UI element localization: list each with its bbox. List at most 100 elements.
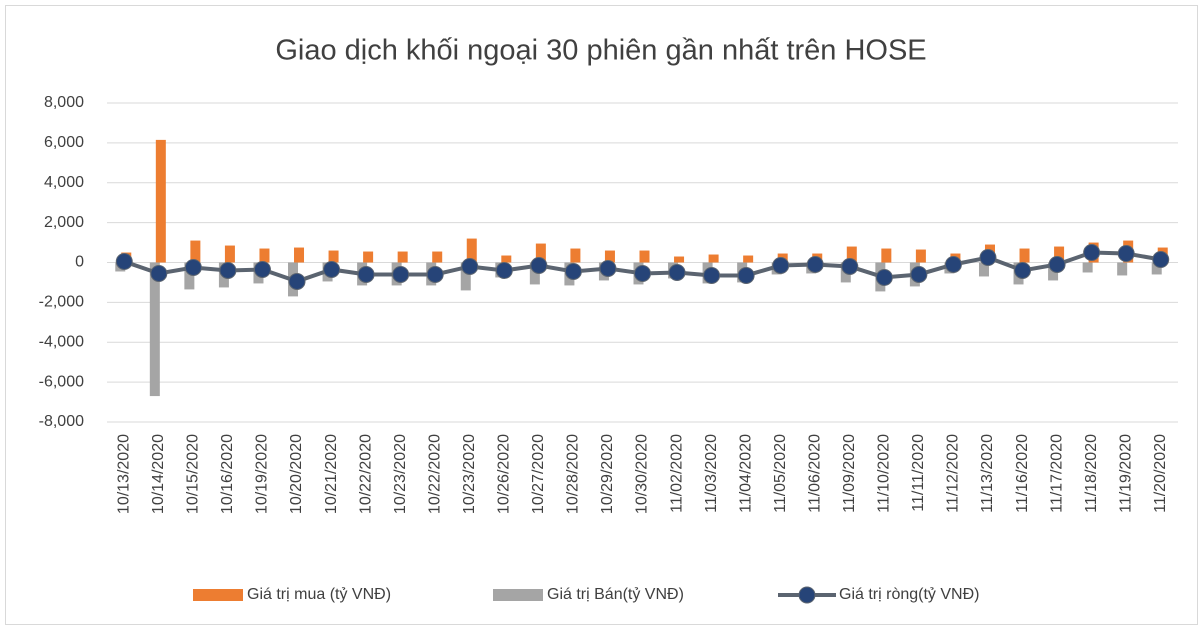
x-tick-label: 11/10/2020 <box>876 434 893 513</box>
bar <box>224 245 235 263</box>
x-tick-label: 10/14/2020 <box>150 434 167 514</box>
bar <box>708 254 719 263</box>
x-tick-label: 10/26/2020 <box>496 434 513 514</box>
bar <box>1117 262 1128 276</box>
bar <box>466 238 477 263</box>
x-tick-label: 11/09/2020 <box>841 434 858 513</box>
x-tick-label: 10/28/2020 <box>565 434 582 514</box>
point <box>530 256 548 274</box>
bar <box>639 250 650 263</box>
point <box>737 266 755 284</box>
bar <box>328 250 339 263</box>
x-tick-label: 10/21/2020 <box>323 434 340 514</box>
x-tick-label: 10/27/2020 <box>530 434 547 514</box>
bar <box>259 248 270 263</box>
bar <box>397 251 408 263</box>
y-tick-label: 6,000 <box>44 134 84 151</box>
bar <box>570 248 581 263</box>
x-tick-label: 11/20/2020 <box>1152 434 1169 513</box>
bar <box>155 139 166 263</box>
legend-swatch <box>193 589 243 601</box>
x-tick-label: 10/23/2020 <box>461 434 478 514</box>
x-tick-label: 11/12/2020 <box>945 434 962 513</box>
bar <box>501 255 512 263</box>
bar <box>846 246 857 263</box>
y-tick-label: -6,000 <box>39 373 84 390</box>
bar <box>529 262 540 285</box>
bar <box>460 262 471 291</box>
point <box>288 272 306 290</box>
point <box>841 257 859 275</box>
bar <box>978 262 989 277</box>
x-tick-label: 10/23/2020 <box>392 434 409 514</box>
point <box>910 265 928 283</box>
x-tick-label: 11/02/2020 <box>668 434 685 513</box>
x-tick-label: 10/22/2020 <box>426 434 443 514</box>
x-tick-label: 10/13/2020 <box>115 434 132 514</box>
point <box>703 266 721 284</box>
y-tick-label: -2,000 <box>39 294 84 311</box>
legend-label: Giá trị Bán(tỷ VNĐ) <box>547 586 684 603</box>
bar <box>190 240 201 263</box>
bar <box>363 251 374 263</box>
bar <box>915 249 926 263</box>
point <box>772 256 790 274</box>
x-tick-label: 11/11/2020 <box>910 434 927 512</box>
point <box>426 265 444 283</box>
x-tick-label: 10/30/2020 <box>634 434 651 514</box>
x-tick-label: 11/13/2020 <box>979 434 996 513</box>
point <box>357 265 375 283</box>
chart-border <box>5 5 1198 625</box>
bar <box>1151 262 1162 275</box>
point <box>253 260 271 278</box>
bar <box>432 251 443 263</box>
point <box>495 261 513 279</box>
x-tick-label: 10/29/2020 <box>599 434 616 514</box>
x-tick-label: 10/20/2020 <box>288 434 305 514</box>
point <box>806 255 824 273</box>
point <box>564 262 582 280</box>
y-tick-label: 8,000 <box>44 94 84 111</box>
point <box>392 265 410 283</box>
x-tick-label: 11/17/2020 <box>1048 434 1065 513</box>
point <box>875 268 893 286</box>
point <box>634 264 651 282</box>
x-tick-label: 10/15/2020 <box>185 434 202 514</box>
bar <box>149 262 160 397</box>
point <box>323 260 341 278</box>
point <box>1083 244 1101 262</box>
bar <box>604 250 615 263</box>
point <box>1048 255 1066 273</box>
point <box>1152 251 1170 269</box>
x-tick-label: 11/18/2020 <box>1083 434 1100 513</box>
point <box>668 263 686 281</box>
point <box>1117 245 1135 263</box>
x-tick-label: 11/04/2020 <box>737 434 754 513</box>
point <box>944 255 962 273</box>
x-tick-label: 10/19/2020 <box>254 434 271 514</box>
point <box>979 249 997 267</box>
point <box>115 253 133 271</box>
x-tick-label: 11/19/2020 <box>1117 434 1134 513</box>
legend-label: Giá trị mua (tỷ VNĐ) <box>247 586 391 603</box>
chart-title: Giao dịch khối ngoại 30 phiên gần nhất t… <box>275 35 926 67</box>
y-tick-label: 4,000 <box>44 174 84 191</box>
legend-label: Giá trị ròng(tỷ VNĐ) <box>839 586 979 603</box>
bar <box>1019 248 1030 263</box>
bar <box>294 247 305 263</box>
legend-marker <box>798 586 816 604</box>
point <box>150 264 168 282</box>
y-tick-label: -8,000 <box>39 413 84 430</box>
point <box>184 258 202 276</box>
bar <box>184 262 195 290</box>
bar <box>1082 262 1093 273</box>
x-tick-label: 10/16/2020 <box>219 434 236 514</box>
bar <box>743 255 754 263</box>
x-tick-label: 11/16/2020 <box>1014 434 1031 513</box>
x-tick-label: 11/03/2020 <box>703 434 720 513</box>
legend-swatch <box>493 589 543 601</box>
bar <box>535 243 546 263</box>
y-tick-label: 0 <box>75 254 84 271</box>
x-tick-label: 11/05/2020 <box>772 434 789 513</box>
